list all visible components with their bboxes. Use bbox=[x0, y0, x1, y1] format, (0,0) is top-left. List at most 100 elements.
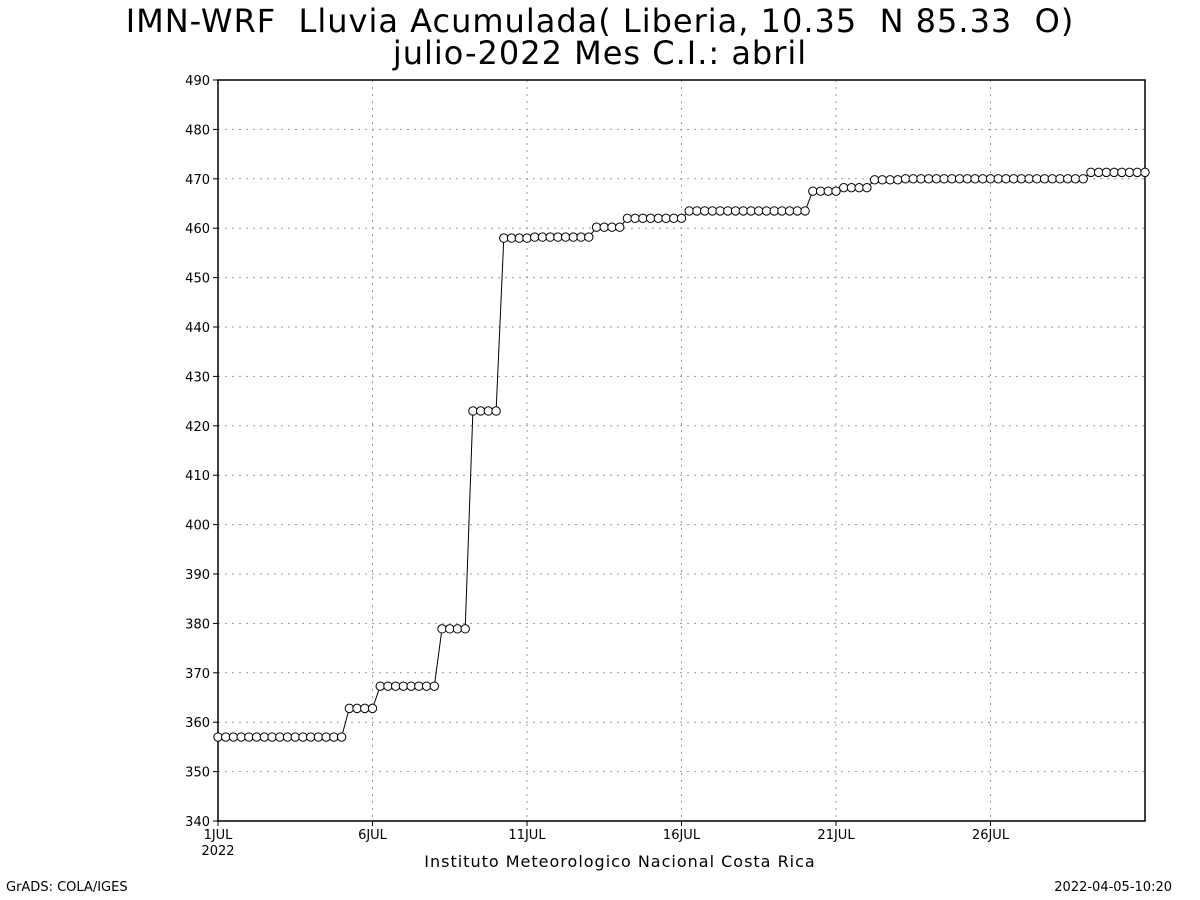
y-tick-label: 350 bbox=[185, 766, 210, 781]
data-point bbox=[553, 232, 563, 242]
x-tick-label: 21JUL bbox=[817, 828, 855, 843]
data-point bbox=[831, 186, 841, 196]
data-point bbox=[615, 222, 625, 232]
data-point bbox=[1078, 174, 1088, 184]
footer-timestamp: 2022-04-05-10:20 bbox=[1054, 880, 1172, 895]
y-tick-label: 460 bbox=[185, 222, 210, 237]
data-point bbox=[251, 732, 262, 742]
data-point bbox=[468, 406, 478, 416]
data-point bbox=[893, 175, 903, 185]
data-point bbox=[993, 174, 1003, 184]
data-point bbox=[800, 206, 810, 216]
data-point bbox=[429, 681, 439, 691]
data-point bbox=[947, 174, 957, 184]
data-point bbox=[1039, 174, 1050, 184]
data-point bbox=[730, 206, 741, 216]
data-point bbox=[846, 182, 857, 193]
data-point bbox=[761, 206, 772, 216]
x-tick-label: 6JUL bbox=[358, 828, 388, 843]
data-point bbox=[908, 174, 918, 184]
data-point bbox=[506, 233, 517, 243]
data-point bbox=[576, 232, 586, 242]
data-point bbox=[1132, 167, 1142, 178]
data-point bbox=[336, 732, 347, 742]
data-point bbox=[290, 732, 300, 742]
y-tick-label: 490 bbox=[185, 74, 210, 89]
data-point bbox=[676, 213, 687, 224]
data-point bbox=[645, 213, 656, 224]
footer-grads-credit: GrADS: COLA/IGES bbox=[6, 880, 128, 895]
y-tick-label: 410 bbox=[185, 469, 210, 484]
plot-frame bbox=[217, 79, 1146, 822]
data-point bbox=[367, 703, 378, 714]
data-point bbox=[530, 232, 540, 242]
data-point bbox=[970, 174, 980, 184]
data-point bbox=[954, 174, 965, 184]
data-point bbox=[769, 206, 779, 216]
data-point bbox=[537, 232, 548, 242]
data-point bbox=[784, 206, 795, 216]
data-point bbox=[244, 732, 254, 742]
data-point bbox=[746, 206, 756, 216]
y-tick-label: 440 bbox=[185, 321, 210, 336]
data-point bbox=[854, 182, 864, 193]
data-point bbox=[699, 206, 710, 216]
data-point bbox=[962, 174, 973, 184]
data-point bbox=[1016, 174, 1027, 184]
data-point bbox=[1047, 174, 1058, 184]
data-point bbox=[877, 175, 888, 185]
data-point bbox=[213, 732, 223, 742]
data-point bbox=[1001, 174, 1011, 184]
chart-title-line1: IMN-WRF Lluvia Acumulada( Liberia, 10.35… bbox=[125, 2, 1075, 40]
data-point bbox=[390, 681, 401, 691]
data-point bbox=[661, 213, 671, 224]
data-point bbox=[437, 624, 447, 634]
data-point bbox=[414, 681, 424, 691]
chart-title-line2: julio-2022 Mes C.I.: abril bbox=[392, 34, 808, 72]
data-point bbox=[275, 732, 285, 742]
data-point bbox=[545, 232, 555, 242]
data-point bbox=[406, 681, 416, 691]
data-point bbox=[267, 732, 277, 742]
data-point bbox=[630, 213, 640, 224]
data-point bbox=[313, 732, 324, 742]
data-point bbox=[445, 624, 455, 634]
data-point bbox=[777, 206, 787, 216]
x-axis-label: Instituto Meteorologico Nacional Costa R… bbox=[424, 852, 816, 871]
data-point bbox=[808, 186, 818, 196]
y-tick-label: 380 bbox=[185, 617, 210, 632]
data-point bbox=[383, 681, 393, 691]
data-point bbox=[352, 703, 362, 714]
x-tick-label: 1JUL bbox=[204, 828, 234, 843]
series-line bbox=[218, 171, 1145, 738]
data-point bbox=[1101, 167, 1112, 178]
data-point bbox=[707, 206, 718, 216]
data-point bbox=[1070, 174, 1081, 184]
data-point bbox=[1124, 167, 1135, 178]
y-tick-label: 400 bbox=[185, 519, 210, 534]
data-point bbox=[329, 732, 339, 742]
data-point bbox=[653, 213, 664, 224]
y-tick-label: 340 bbox=[185, 815, 210, 830]
y-tick-label: 420 bbox=[185, 420, 210, 435]
data-point bbox=[823, 186, 833, 196]
data-point bbox=[839, 182, 849, 193]
data-point bbox=[607, 222, 617, 232]
data-point bbox=[421, 681, 432, 691]
y-tick-label: 390 bbox=[185, 568, 210, 583]
x-tick-label: 16JUL bbox=[663, 828, 701, 843]
data-point bbox=[360, 703, 370, 714]
data-point bbox=[452, 624, 463, 634]
data-point bbox=[985, 174, 996, 184]
data-point bbox=[560, 232, 571, 242]
data-point bbox=[1063, 174, 1073, 184]
data-point bbox=[568, 232, 579, 242]
data-point bbox=[221, 732, 231, 742]
data-point bbox=[885, 175, 895, 185]
data-point bbox=[599, 222, 609, 232]
data-point bbox=[514, 233, 524, 243]
data-point bbox=[869, 175, 880, 185]
data-point bbox=[483, 406, 494, 416]
data-point bbox=[236, 732, 246, 742]
